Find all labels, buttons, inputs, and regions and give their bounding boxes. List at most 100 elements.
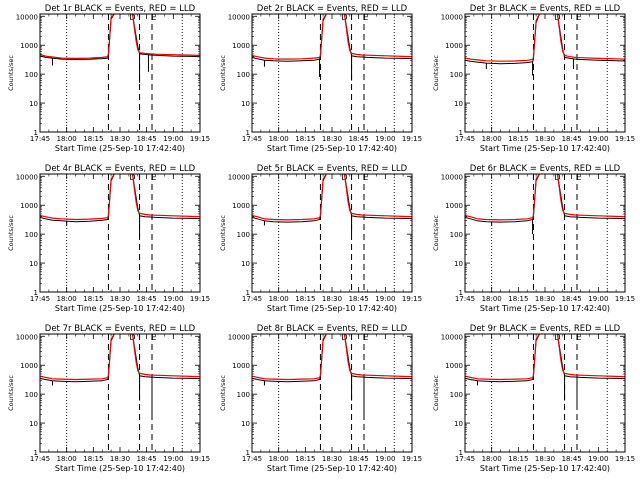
y-tick-label: 1000 — [20, 202, 38, 210]
lld-series-line — [252, 174, 412, 221]
events-series-line — [252, 174, 412, 223]
y-tick-label: 1000 — [445, 362, 463, 370]
plot-frame — [464, 333, 626, 453]
y-tick-label: 1 — [34, 289, 38, 297]
y-tick-label: 1 — [34, 449, 38, 457]
y-axis-label: Counts/sec — [432, 375, 440, 411]
events-series-line — [465, 174, 625, 223]
x-tick-label: 18:30 — [110, 135, 130, 143]
y-tick-label: 100 — [25, 231, 38, 239]
x-tick-label: 19:00 — [588, 295, 608, 303]
y-tick-label: 10000 — [441, 13, 463, 21]
y-tick-label: 1000 — [232, 42, 250, 50]
plot-frame — [464, 173, 626, 293]
lld-series-line — [465, 334, 625, 381]
events-series-line — [40, 174, 200, 223]
x-tick-label: 17:45 — [242, 135, 262, 143]
y-tick-label: 10 — [241, 420, 250, 428]
x-tick-label: 19:15 — [615, 295, 635, 303]
marker-letter: E — [151, 333, 156, 342]
y-tick-label: 1 — [246, 449, 250, 457]
y-tick-label: 10000 — [228, 13, 250, 21]
marker-letter: E — [151, 173, 156, 182]
x-tick-label: 18:45 — [562, 135, 582, 143]
panel-title: Det 6r BLACK = Events, RED = LLD — [470, 164, 621, 174]
y-tick-label: 100 — [237, 391, 250, 399]
x-tick-label: 19:15 — [402, 295, 422, 303]
x-axis-label: Start Time (25-Sep-10 17:42:40) — [267, 304, 397, 313]
panel-title: Det 7r BLACK = Events, RED = LLD — [45, 324, 196, 334]
x-tick-label: 19:00 — [588, 455, 608, 463]
y-tick-label: 100 — [25, 391, 38, 399]
x-tick-label: 19:15 — [615, 455, 635, 463]
y-tick-label: 1000 — [232, 362, 250, 370]
lld-series-line — [465, 14, 625, 62]
x-tick-label: 17:45 — [30, 135, 50, 143]
x-tick-label: 18:15 — [508, 135, 528, 143]
detector-panel: Det 3r BLACK = Events, RED = LLD Counts/s… — [432, 4, 635, 153]
x-tick-label: 18:15 — [83, 135, 103, 143]
plot-frame — [251, 13, 413, 133]
y-tick-label: 10 — [454, 100, 463, 108]
x-tick-label: 18:30 — [110, 455, 130, 463]
panel-title: Det 2r BLACK = Events, RED = LLD — [257, 4, 408, 14]
marker-letter: E — [363, 13, 368, 22]
y-tick-label: 10000 — [441, 333, 463, 341]
detector-panel: Det 2r BLACK = Events, RED = LLD Counts/s… — [219, 4, 422, 153]
y-tick-label: 1 — [34, 129, 38, 137]
events-series-line — [40, 14, 200, 61]
y-axis-label: Counts/sec — [219, 215, 227, 251]
x-tick-label: 19:00 — [163, 295, 183, 303]
y-tick-label: 10000 — [441, 173, 463, 181]
x-tick-label: 19:00 — [375, 455, 395, 463]
x-tick-label: 18:15 — [295, 135, 315, 143]
x-tick-label: 18:45 — [349, 455, 369, 463]
y-axis-label: Counts/sec — [432, 215, 440, 251]
x-tick-label: 19:15 — [190, 295, 210, 303]
y-tick-label: 100 — [450, 71, 463, 79]
x-tick-label: 19:00 — [163, 135, 183, 143]
plot-frame — [464, 13, 626, 133]
x-tick-label: 19:15 — [190, 135, 210, 143]
y-tick-label: 1000 — [232, 202, 250, 210]
x-tick-label: 18:45 — [349, 295, 369, 303]
plot-frame — [251, 333, 413, 453]
x-tick-label: 18:45 — [562, 295, 582, 303]
lld-series-line — [252, 334, 412, 381]
panel-title: Det 8r BLACK = Events, RED = LLD — [257, 324, 408, 334]
y-tick-label: 1 — [246, 289, 250, 297]
x-tick-label: 17:45 — [455, 295, 475, 303]
detector-panel: Det 1r BLACK = Events, RED = LLD Counts/s… — [7, 4, 210, 153]
x-axis-label: Start Time (25-Sep-10 17:42:40) — [480, 464, 610, 473]
y-axis-label: Counts/sec — [219, 55, 227, 91]
y-tick-label: 10 — [29, 420, 38, 428]
panel-title: Det 9r BLACK = Events, RED = LLD — [470, 324, 621, 334]
x-axis-label: Start Time (25-Sep-10 17:42:40) — [55, 144, 185, 153]
events-series-line — [465, 14, 625, 65]
x-tick-label: 18:00 — [57, 295, 77, 303]
plot-frame — [39, 333, 201, 453]
marker-letter: E — [363, 333, 368, 342]
x-tick-label: 17:45 — [455, 455, 475, 463]
x-tick-label: 17:45 — [30, 295, 50, 303]
y-axis-label: Counts/sec — [7, 215, 15, 251]
x-tick-label: 18:30 — [322, 455, 342, 463]
x-tick-label: 18:00 — [269, 135, 289, 143]
y-tick-label: 1 — [459, 449, 463, 457]
y-axis-label: Counts/sec — [219, 375, 227, 411]
x-tick-label: 19:15 — [190, 455, 210, 463]
x-tick-label: 18:45 — [137, 135, 157, 143]
x-tick-label: 18:30 — [110, 295, 130, 303]
y-tick-label: 10000 — [228, 333, 250, 341]
x-axis-label: Start Time (25-Sep-10 17:42:40) — [267, 464, 397, 473]
y-tick-label: 1 — [459, 289, 463, 297]
x-tick-label: 18:00 — [57, 455, 77, 463]
y-tick-label: 1 — [246, 129, 250, 137]
marker-letter: E — [363, 173, 368, 182]
x-tick-label: 19:15 — [402, 455, 422, 463]
y-tick-label: 100 — [450, 391, 463, 399]
x-axis-label: Start Time (25-Sep-10 17:42:40) — [55, 464, 185, 473]
y-tick-label: 1 — [459, 129, 463, 137]
